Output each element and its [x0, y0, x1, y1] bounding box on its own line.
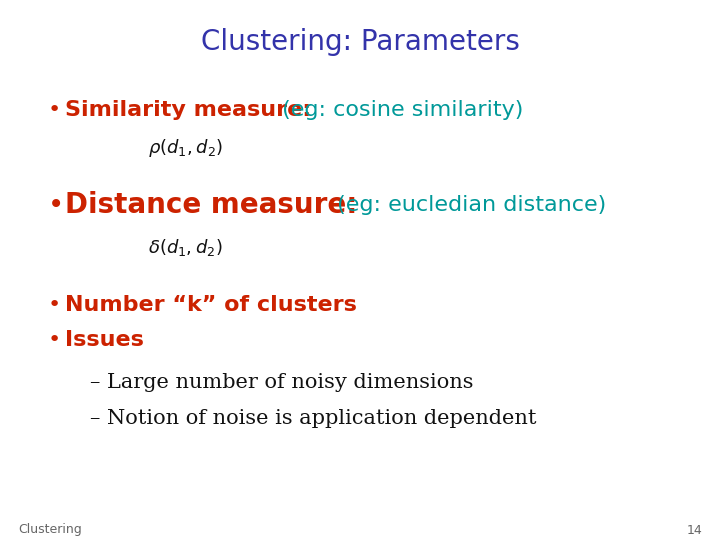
Text: Issues: Issues [65, 330, 144, 350]
Text: $\rho(d_1,d_2)$: $\rho(d_1,d_2)$ [148, 137, 223, 159]
Text: •: • [48, 191, 64, 219]
Text: $\delta(d_1,d_2)$: $\delta(d_1,d_2)$ [148, 237, 222, 258]
Text: •: • [48, 330, 61, 350]
Text: •: • [48, 295, 61, 315]
Text: Number “k” of clusters: Number “k” of clusters [65, 295, 357, 315]
Text: – Notion of noise is application dependent: – Notion of noise is application depende… [90, 408, 536, 428]
Text: (eg: cosine similarity): (eg: cosine similarity) [275, 100, 523, 120]
Text: 14: 14 [686, 523, 702, 537]
Text: – Large number of noisy dimensions: – Large number of noisy dimensions [90, 373, 474, 392]
Text: •: • [48, 100, 61, 120]
Text: Clustering: Parameters: Clustering: Parameters [201, 28, 519, 56]
Text: Similarity measure:: Similarity measure: [65, 100, 311, 120]
Text: Distance measure:: Distance measure: [65, 191, 357, 219]
Text: (eg: eucledian distance): (eg: eucledian distance) [330, 195, 606, 215]
Text: Clustering: Clustering [18, 523, 82, 537]
